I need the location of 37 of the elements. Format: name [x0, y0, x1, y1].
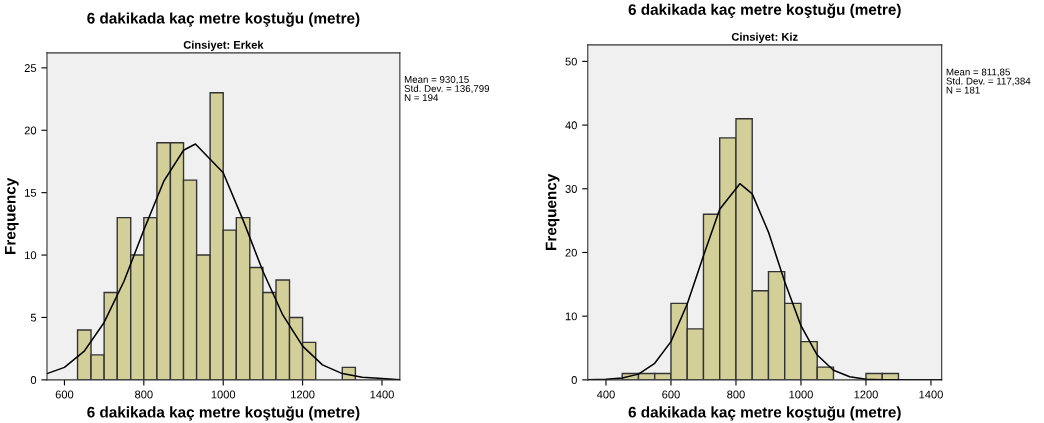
y-axis-title: Frequency — [545, 173, 560, 250]
text: Mean = 811,85 — [946, 68, 1010, 77]
x-tick-label: 1400 — [370, 390, 394, 399]
y-tick-label: 10 — [25, 251, 37, 260]
y-axis-title: Frequency — [4, 177, 19, 254]
y-tick-label: 25 — [24, 64, 37, 72]
x-tick-label: 400 — [596, 390, 615, 399]
y-tick-label: 20 — [565, 248, 577, 257]
x-tick-label: 1000 — [789, 390, 813, 399]
x-tick-label: 800 — [135, 390, 153, 399]
x-tick-label: 1400 — [919, 390, 943, 399]
x-tick-label: 1200 — [291, 390, 315, 399]
chart-subtitle: Cinsiyet: Erkek — [183, 40, 264, 52]
text: N = 181 — [946, 86, 980, 94]
text: Std. Dev. = 117,384 — [946, 77, 1031, 86]
y-tick-label: 10 — [565, 312, 577, 321]
x-tick-label: 1200 — [854, 390, 878, 399]
text: Mean = 930,15 — [404, 76, 469, 85]
chart-title: 6 dakikada kaç metre koştuğu (metre) — [628, 3, 901, 19]
x-axis-title: 6 dakikada kaç metre koştuğu (metre) — [628, 406, 901, 421]
text: Std. Dev. = 136,799 — [404, 84, 490, 94]
y-tick-label: 0 — [30, 376, 37, 384]
y-tick-label: 15 — [25, 189, 37, 197]
y-tick-label: 20 — [24, 126, 37, 135]
text: N = 194 — [404, 94, 439, 102]
chart-subtitle: Cinsiyet: Kiz — [731, 32, 798, 43]
x-tick-label: 800 — [727, 390, 745, 399]
x-tick-label: 1000 — [211, 390, 236, 399]
y-tick-label: 0 — [571, 376, 577, 384]
x-tick-label: 600 — [662, 390, 680, 399]
y-tick-label: 50 — [565, 57, 577, 66]
y-tick-label: 5 — [30, 313, 37, 322]
y-tick-label: 30 — [565, 185, 577, 193]
x-axis-title: 6 dakikada kaç metre koştuğu (metre) — [87, 406, 360, 421]
y-tick-label: 40 — [565, 121, 577, 130]
chart-title: 6 dakikada kaç metre koştuğu (metre) — [87, 12, 360, 27]
x-tick-label: 600 — [55, 390, 74, 399]
